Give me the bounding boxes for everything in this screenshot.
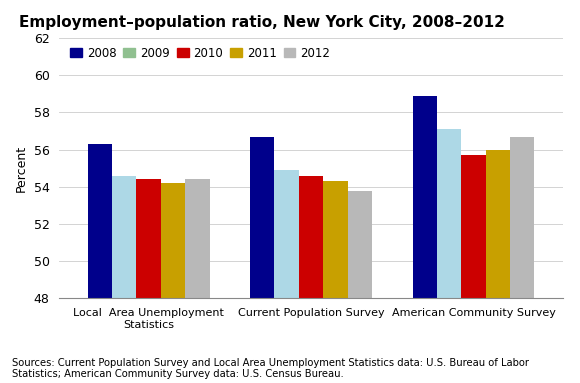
- Bar: [323, 181, 347, 298]
- Bar: [185, 179, 209, 298]
- Bar: [250, 137, 274, 298]
- Bar: [299, 176, 323, 298]
- Legend: 2008, 2009, 2010, 2011, 2012: 2008, 2009, 2010, 2011, 2012: [70, 47, 330, 60]
- Bar: [437, 129, 461, 298]
- Bar: [274, 170, 299, 298]
- Bar: [88, 144, 112, 298]
- Bar: [347, 191, 372, 298]
- Bar: [461, 155, 485, 298]
- Bar: [112, 176, 136, 298]
- Bar: [485, 150, 510, 298]
- Y-axis label: Percent: Percent: [15, 145, 28, 192]
- Bar: [136, 179, 161, 298]
- Bar: [412, 96, 437, 298]
- Bar: [510, 137, 534, 298]
- Text: Employment–population ratio, New York City, 2008–2012: Employment–population ratio, New York Ci…: [19, 15, 505, 30]
- Bar: [161, 183, 185, 298]
- Text: Sources: Current Population Survey and Local Area Unemployment Statistics data: : Sources: Current Population Survey and L…: [12, 358, 528, 379]
